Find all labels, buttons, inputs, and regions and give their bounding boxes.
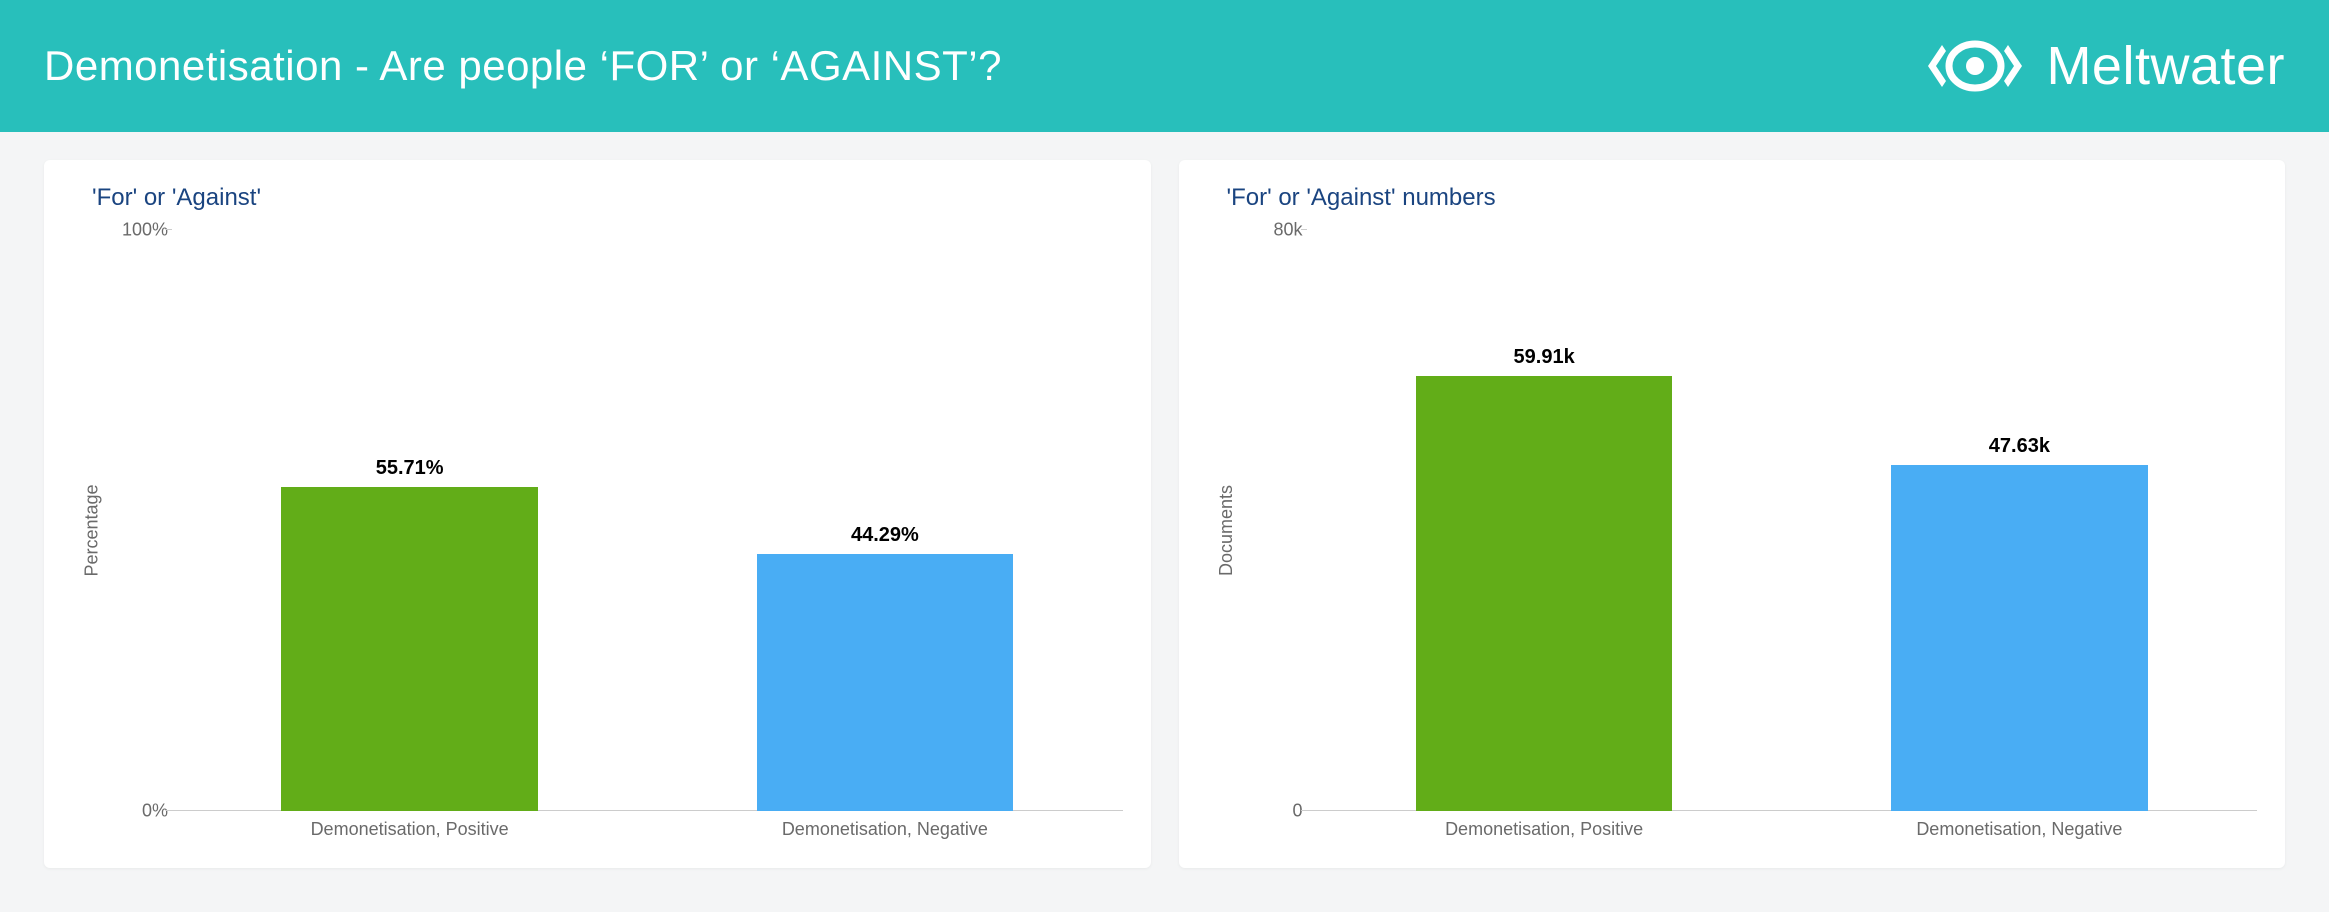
x-tick-label: Demonetisation, Positive: [172, 819, 647, 840]
bar-slot: 47.63k: [1782, 230, 2257, 811]
chart-body: Documents 0 80k 59.91k 47.63k Demonetisation,…: [1207, 220, 2258, 840]
y-tick-label: 100%: [112, 220, 168, 241]
chart-title: 'For' or 'Against': [92, 184, 1123, 212]
bar-value-label: 44.29%: [851, 524, 919, 547]
x-axis: Demonetisation, PositiveDemonetisation, …: [1307, 819, 2258, 840]
y-axis-label: Percentage: [82, 484, 103, 576]
y-tick-label: 0: [1247, 801, 1303, 822]
y-tick-label: 0%: [112, 801, 168, 822]
content-area: 'For' or 'Against'Percentage0%100%55.71%…: [0, 132, 2329, 908]
x-axis: Demonetisation, PositiveDemonetisation, …: [172, 819, 1123, 840]
bar: 47.63k: [1891, 465, 2148, 811]
x-tick-label: Demonetisation, Negative: [1782, 819, 2257, 840]
chart-panel: 'For' or 'Against'Percentage0%100%55.71%…: [44, 160, 1151, 868]
brand-name: Meltwater: [2046, 35, 2285, 97]
brand-logo: Meltwater: [1920, 33, 2285, 99]
chart-panel: 'For' or 'Against' numbersDocuments080k5…: [1179, 160, 2286, 868]
chart-title: 'For' or 'Against' numbers: [1227, 184, 2258, 212]
y-axis-label: Documents: [1216, 484, 1237, 575]
page-title: Demonetisation - Are people ‘FOR’ or ‘AG…: [44, 42, 1002, 90]
eye-icon: [1920, 33, 2030, 99]
chart-body: Percentage 0% 100% 55.71% 44.29% Demonetisati…: [72, 220, 1123, 840]
plot-area: 080k59.91k47.63k: [1307, 230, 2258, 811]
y-tick-label: 80k: [1247, 220, 1303, 241]
chart-inner: 0 80k 59.91k 47.63k Demonetisation, Positive…: [1247, 220, 2258, 840]
bars-container: 59.91k 47.63k: [1307, 230, 2258, 811]
bar-value-label: 59.91k: [1514, 346, 1575, 369]
bar-slot: 44.29%: [647, 230, 1122, 811]
bars-container: 55.71% 44.29%: [172, 230, 1123, 811]
x-tick-label: Demonetisation, Positive: [1307, 819, 1782, 840]
chart-inner: 0% 100% 55.71% 44.29% Demonetisation, Positi…: [112, 220, 1123, 840]
bar: 44.29%: [757, 554, 1014, 811]
y-axis-label-wrap: Percentage: [72, 220, 112, 840]
plot-area: 0%100%55.71%44.29%: [172, 230, 1123, 811]
bar: 59.91k: [1416, 376, 1673, 811]
bar-value-label: 55.71%: [376, 457, 444, 480]
bar-value-label: 47.63k: [1989, 435, 2050, 458]
header-bar: Demonetisation - Are people ‘FOR’ or ‘AG…: [0, 0, 2329, 132]
x-tick-label: Demonetisation, Negative: [647, 819, 1122, 840]
bar-slot: 55.71%: [172, 230, 647, 811]
y-axis-label-wrap: Documents: [1207, 220, 1247, 840]
bar-slot: 59.91k: [1307, 230, 1782, 811]
bar: 55.71%: [281, 487, 538, 811]
